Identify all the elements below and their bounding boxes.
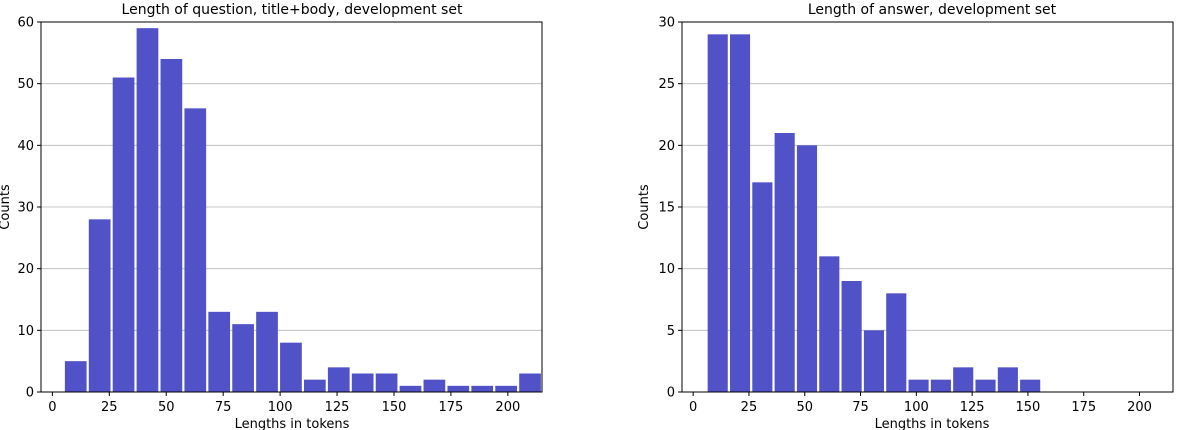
- x-tick-label: 200: [495, 400, 520, 415]
- x-tick-label: 150: [1016, 400, 1041, 415]
- x-tick-label: 75: [215, 400, 232, 415]
- bar: [399, 385, 422, 392]
- x-axis-label: Lengths in tokens: [235, 417, 350, 430]
- bar: [184, 108, 207, 392]
- bar: [886, 293, 907, 392]
- bar: [863, 330, 884, 392]
- y-tick-label: 20: [17, 262, 34, 277]
- bar: [841, 281, 862, 392]
- y-tick-label: 0: [26, 386, 34, 401]
- x-tick-label: 125: [960, 400, 985, 415]
- chart-panel-answer-length: Length of answer, development set Length…: [637, 2, 1174, 430]
- bar: [423, 379, 446, 392]
- bar: [930, 379, 951, 392]
- y-axis-label: Counts: [637, 184, 652, 230]
- bar: [908, 379, 929, 392]
- x-tick-label: 50: [796, 400, 813, 415]
- x-axis-label: Lengths in tokens: [875, 417, 990, 430]
- bar: [88, 219, 111, 392]
- bar: [752, 182, 773, 392]
- bar: [997, 367, 1018, 392]
- chart-panel-question-length: Length of question, title+body, developm…: [0, 2, 543, 430]
- bar: [1020, 379, 1041, 392]
- y-tick-label: 5: [667, 324, 675, 339]
- y-tick-label: 30: [17, 201, 34, 216]
- y-tick-label: 30: [658, 16, 675, 31]
- x-tick-label: 175: [1071, 400, 1096, 415]
- y-tick-label: 15: [658, 201, 675, 216]
- chart-title: Length of answer, development set: [808, 2, 1057, 18]
- x-tick-label: 125: [325, 400, 350, 415]
- x-tick-label: 50: [158, 400, 175, 415]
- y-axis-label: Counts: [0, 184, 13, 230]
- bar: [136, 28, 159, 393]
- y-tick-label: 10: [17, 324, 34, 339]
- x-tick-label: 25: [101, 400, 118, 415]
- x-tick-label: 150: [382, 400, 407, 415]
- y-tick-label: 50: [17, 77, 34, 92]
- bar: [447, 385, 470, 392]
- y-tick-label: 60: [17, 16, 34, 31]
- bar: [774, 133, 795, 392]
- x-tick-label: 200: [1127, 400, 1152, 415]
- bar: [351, 373, 374, 392]
- bar: [64, 361, 87, 392]
- chart-title: Length of question, title+body, developm…: [122, 2, 463, 18]
- bar: [975, 379, 996, 392]
- y-tick-label: 20: [658, 139, 675, 154]
- bar: [327, 367, 350, 392]
- x-tick-label: 175: [438, 400, 463, 415]
- x-tick-label: 100: [268, 400, 293, 415]
- bar: [303, 379, 326, 392]
- y-tick-label: 10: [658, 262, 675, 277]
- bar: [707, 34, 728, 392]
- bar: [375, 373, 398, 392]
- y-tick-label: 40: [17, 139, 34, 154]
- y-tick-label: 0: [667, 386, 675, 401]
- bar: [819, 256, 840, 392]
- x-tick-label: 25: [741, 400, 758, 415]
- bar: [953, 367, 974, 392]
- x-tick-label: 100: [904, 400, 929, 415]
- x-tick-label: 0: [689, 400, 697, 415]
- x-tick-label: 75: [852, 400, 869, 415]
- bar: [280, 342, 302, 392]
- bar: [519, 373, 541, 392]
- bar: [796, 145, 818, 392]
- bar: [208, 311, 231, 392]
- bar: [256, 311, 278, 392]
- bar: [112, 77, 135, 392]
- x-tick-label: 0: [48, 400, 56, 415]
- bar: [495, 385, 517, 392]
- y-tick-label: 25: [658, 77, 675, 92]
- bar: [729, 34, 751, 392]
- bar: [160, 59, 183, 392]
- bar: [232, 324, 254, 392]
- bar: [471, 385, 494, 392]
